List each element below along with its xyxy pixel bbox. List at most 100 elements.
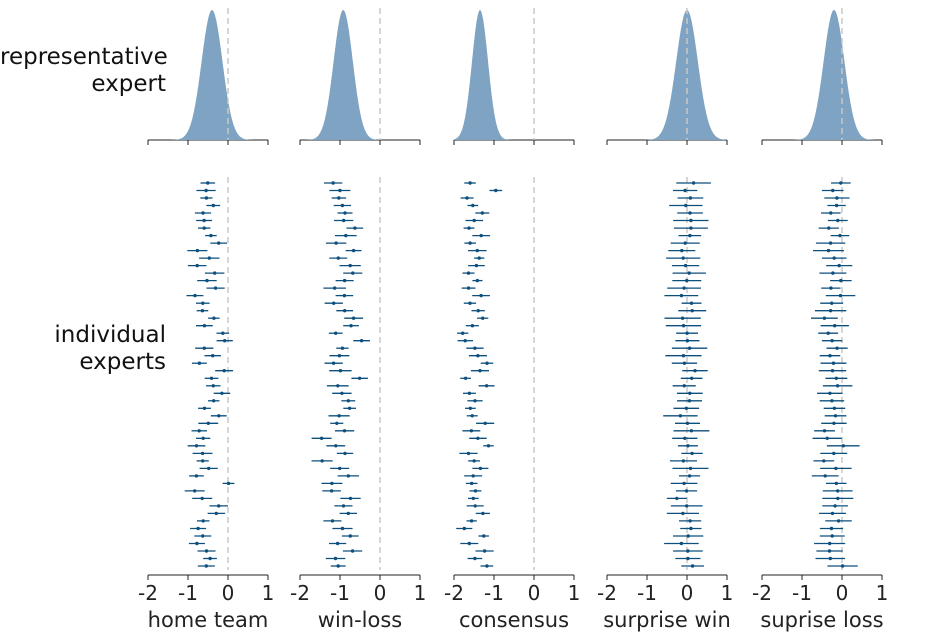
expert-point <box>209 233 213 238</box>
expert-point <box>351 316 356 320</box>
x-tick-label: 1 <box>876 581 889 605</box>
expert-point <box>830 399 834 403</box>
expert-point <box>686 556 690 561</box>
expert-point <box>211 203 215 208</box>
expert-point <box>207 256 211 260</box>
expert-point <box>348 534 352 538</box>
expert-point <box>334 444 338 448</box>
expert-point <box>470 481 474 486</box>
expert-point <box>681 459 686 463</box>
expert-point <box>682 481 686 486</box>
expert-point <box>829 211 833 215</box>
expert-point <box>337 196 341 200</box>
expert-point <box>823 474 827 478</box>
expert-point <box>826 331 830 335</box>
expert-point <box>681 324 686 328</box>
expert-point <box>689 429 694 433</box>
expert-point <box>834 466 838 471</box>
expert-point <box>338 369 343 373</box>
expert-point <box>476 309 480 313</box>
expert-point <box>828 556 832 561</box>
expert-point <box>468 181 472 185</box>
expert-point <box>206 181 210 185</box>
expert-point <box>202 406 207 410</box>
expert-point <box>343 211 347 215</box>
expert-point <box>675 496 679 501</box>
expert-point <box>484 384 489 388</box>
expert-point <box>476 436 480 440</box>
expert-point <box>685 278 689 283</box>
expert-point <box>340 346 345 350</box>
expert-point <box>201 534 205 538</box>
x-axis-label: home team <box>148 608 269 632</box>
expert-point <box>351 248 356 253</box>
expert-point <box>346 511 350 516</box>
expert-point <box>681 256 685 260</box>
expert-point <box>822 459 826 463</box>
expert-point <box>473 504 477 508</box>
expert-point <box>222 369 226 373</box>
expert-point <box>330 481 334 486</box>
expert-point <box>822 429 827 433</box>
expert-point <box>217 414 221 418</box>
expert-point <box>220 391 224 395</box>
posterior-density-area <box>148 10 268 140</box>
expert-point <box>686 444 690 448</box>
expert-point <box>485 564 489 568</box>
expert-point <box>351 271 355 275</box>
posterior-density-area <box>300 10 420 140</box>
expert-point <box>463 339 467 343</box>
expert-point <box>342 218 346 223</box>
expert-point <box>687 271 691 275</box>
expert-point <box>688 211 692 215</box>
expert-point <box>480 211 484 215</box>
expert-point <box>829 286 833 290</box>
expert-point <box>217 504 221 508</box>
expert-point <box>828 241 833 245</box>
expert-point <box>194 474 199 478</box>
expert-point <box>834 376 838 380</box>
x-axis-label: win-loss <box>318 608 402 632</box>
x-tick-label: 1 <box>262 581 275 605</box>
row-label-representative-expert: representative expert <box>0 44 168 97</box>
expert-point <box>688 519 692 523</box>
expert-point <box>688 233 692 238</box>
expert-point <box>201 436 205 440</box>
expert-point <box>683 188 687 193</box>
expert-point <box>822 316 827 320</box>
expert-point <box>211 384 215 388</box>
expert-point <box>688 466 693 471</box>
expert-point <box>689 226 693 230</box>
expert-point <box>350 549 355 553</box>
x-tick-label: -2 <box>290 581 310 605</box>
expert-point <box>691 181 696 185</box>
expert-point <box>204 549 209 553</box>
expert-point <box>195 541 199 546</box>
expert-point <box>349 324 353 328</box>
expert-point <box>476 354 480 358</box>
expert-point <box>486 444 491 448</box>
x-tick-label: 0 <box>528 581 541 605</box>
expert-point <box>835 196 839 200</box>
expert-point <box>340 526 345 531</box>
row-label-individual-experts: individual experts <box>54 322 166 375</box>
expert-point <box>212 316 216 320</box>
expert-point <box>473 489 478 493</box>
x-tick-label: 0 <box>681 581 694 605</box>
expert-point <box>204 188 208 193</box>
expert-point <box>221 331 225 335</box>
expert-point <box>830 301 834 305</box>
expert-point <box>468 301 472 305</box>
expert-point <box>831 361 836 365</box>
expert-point <box>838 293 843 298</box>
expert-point <box>836 489 840 493</box>
expert-point <box>342 429 347 433</box>
expert-point <box>685 339 690 343</box>
expert-point <box>483 421 487 425</box>
expert-point <box>348 263 352 268</box>
expert-point <box>687 399 692 403</box>
expert-point <box>469 429 474 433</box>
expert-point <box>832 421 836 425</box>
expert-point <box>470 414 474 418</box>
x-axis-label: surprise win <box>603 608 731 632</box>
